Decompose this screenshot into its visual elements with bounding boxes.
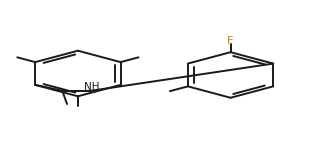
Text: NH: NH: [84, 82, 100, 92]
Text: F: F: [227, 36, 234, 46]
